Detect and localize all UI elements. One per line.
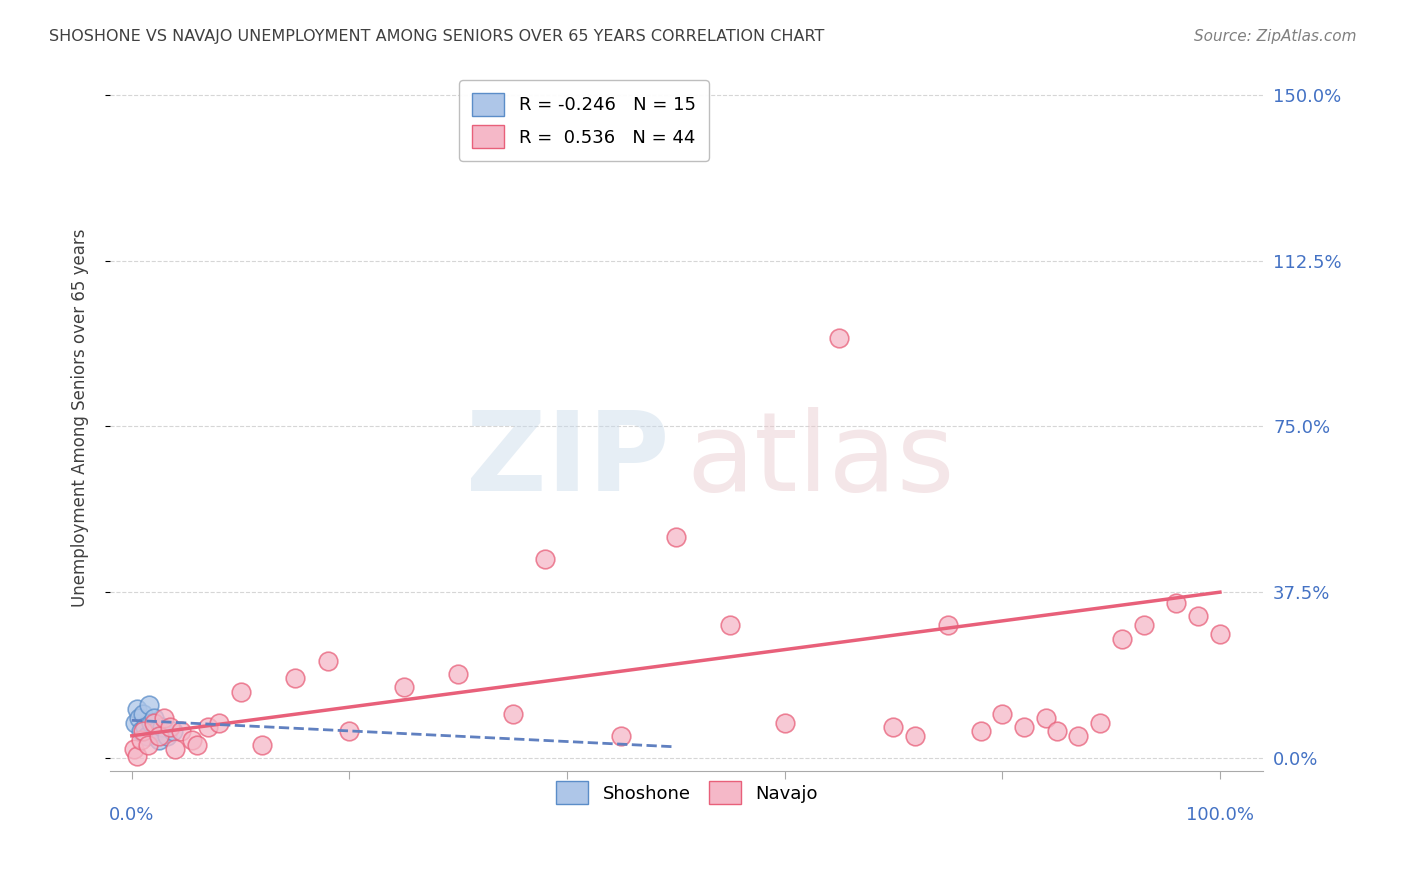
- Point: [142, 715, 165, 730]
- Point: [197, 720, 219, 734]
- Point: [882, 720, 904, 734]
- Point: [969, 724, 991, 739]
- Point: [148, 729, 170, 743]
- Point: [153, 711, 176, 725]
- Point: [316, 654, 339, 668]
- Point: [145, 724, 167, 739]
- Point: [138, 698, 160, 712]
- Point: [128, 711, 150, 725]
- Point: [502, 706, 524, 721]
- Point: [134, 720, 156, 734]
- Point: [773, 715, 796, 730]
- Point: [534, 552, 557, 566]
- Text: atlas: atlas: [686, 407, 955, 514]
- Point: [229, 684, 252, 698]
- Point: [447, 667, 470, 681]
- Point: [1187, 609, 1209, 624]
- Point: [1067, 729, 1090, 743]
- Point: [1166, 596, 1188, 610]
- Point: [129, 724, 152, 739]
- Point: [718, 618, 741, 632]
- Point: [122, 742, 145, 756]
- Point: [284, 671, 307, 685]
- Point: [208, 715, 231, 730]
- Point: [1012, 720, 1035, 734]
- Point: [159, 720, 181, 734]
- Text: 0.0%: 0.0%: [110, 806, 155, 824]
- Point: [124, 715, 146, 730]
- Y-axis label: Unemployment Among Seniors over 65 years: Unemployment Among Seniors over 65 years: [72, 228, 89, 607]
- Point: [127, 702, 149, 716]
- Text: ZIP: ZIP: [465, 407, 669, 514]
- Point: [828, 331, 851, 345]
- Point: [170, 724, 193, 739]
- Point: [1046, 724, 1069, 739]
- Point: [150, 720, 173, 734]
- Legend: Shoshone, Navajo: Shoshone, Navajo: [548, 774, 825, 812]
- Point: [991, 706, 1014, 721]
- Point: [1090, 715, 1112, 730]
- Point: [141, 715, 163, 730]
- Point: [129, 733, 152, 747]
- Point: [148, 733, 170, 747]
- Point: [1132, 618, 1154, 632]
- Point: [136, 738, 159, 752]
- Point: [1209, 627, 1232, 641]
- Point: [1111, 632, 1133, 646]
- Point: [127, 748, 149, 763]
- Point: [186, 738, 208, 752]
- Point: [162, 724, 184, 739]
- Point: [665, 530, 688, 544]
- Text: SHOSHONE VS NAVAJO UNEMPLOYMENT AMONG SENIORS OVER 65 YEARS CORRELATION CHART: SHOSHONE VS NAVAJO UNEMPLOYMENT AMONG SE…: [49, 29, 824, 44]
- Point: [132, 706, 155, 721]
- Point: [180, 733, 202, 747]
- Point: [132, 724, 155, 739]
- Point: [156, 729, 179, 743]
- Point: [1035, 711, 1057, 725]
- Point: [142, 711, 165, 725]
- Point: [165, 742, 187, 756]
- Point: [904, 729, 927, 743]
- Point: [339, 724, 361, 739]
- Point: [392, 680, 415, 694]
- Point: [252, 738, 274, 752]
- Point: [936, 618, 959, 632]
- Text: 100.0%: 100.0%: [1185, 806, 1254, 824]
- Point: [136, 729, 159, 743]
- Text: Source: ZipAtlas.com: Source: ZipAtlas.com: [1194, 29, 1357, 44]
- Point: [610, 729, 633, 743]
